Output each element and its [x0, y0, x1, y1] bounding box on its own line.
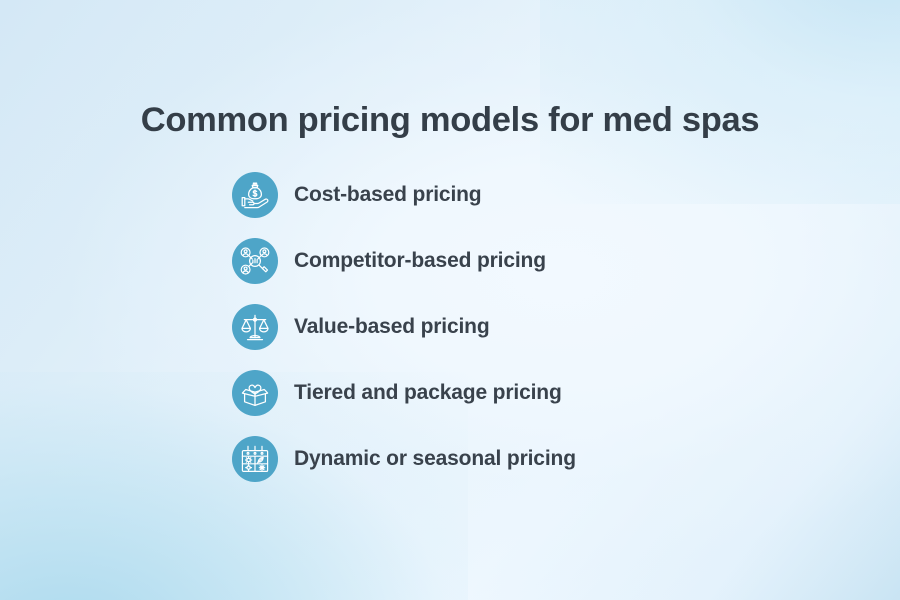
seasonal-calendar-icon — [232, 436, 278, 482]
list-item-tiered-and-package-pricing[interactable]: Tiered and package pricing — [232, 370, 576, 416]
list-item-label: Value-based pricing — [294, 315, 490, 338]
list-item-dynamic-or-seasonal-pricing[interactable]: Dynamic or seasonal pricing — [232, 436, 576, 482]
list-item-value-based-pricing[interactable]: Value-based pricing — [232, 304, 576, 350]
list-item-competitor-based-pricing[interactable]: Competitor-based pricing — [232, 238, 576, 284]
page-title: Common pricing models for med spas — [140, 101, 760, 140]
gift-box-heart-icon — [232, 370, 278, 416]
pricing-models-list: Cost-based pricing — [232, 172, 576, 482]
list-item-label: Cost-based pricing — [294, 183, 482, 206]
market-analysis-magnifier-icon — [232, 238, 278, 284]
list-item-cost-based-pricing[interactable]: Cost-based pricing — [232, 172, 576, 218]
list-item-label: Dynamic or seasonal pricing — [294, 447, 576, 470]
balance-scales-icon — [232, 304, 278, 350]
hand-holding-money-bag-icon — [232, 172, 278, 218]
list-item-label: Competitor-based pricing — [294, 249, 546, 272]
list-item-label: Tiered and package pricing — [294, 381, 562, 404]
